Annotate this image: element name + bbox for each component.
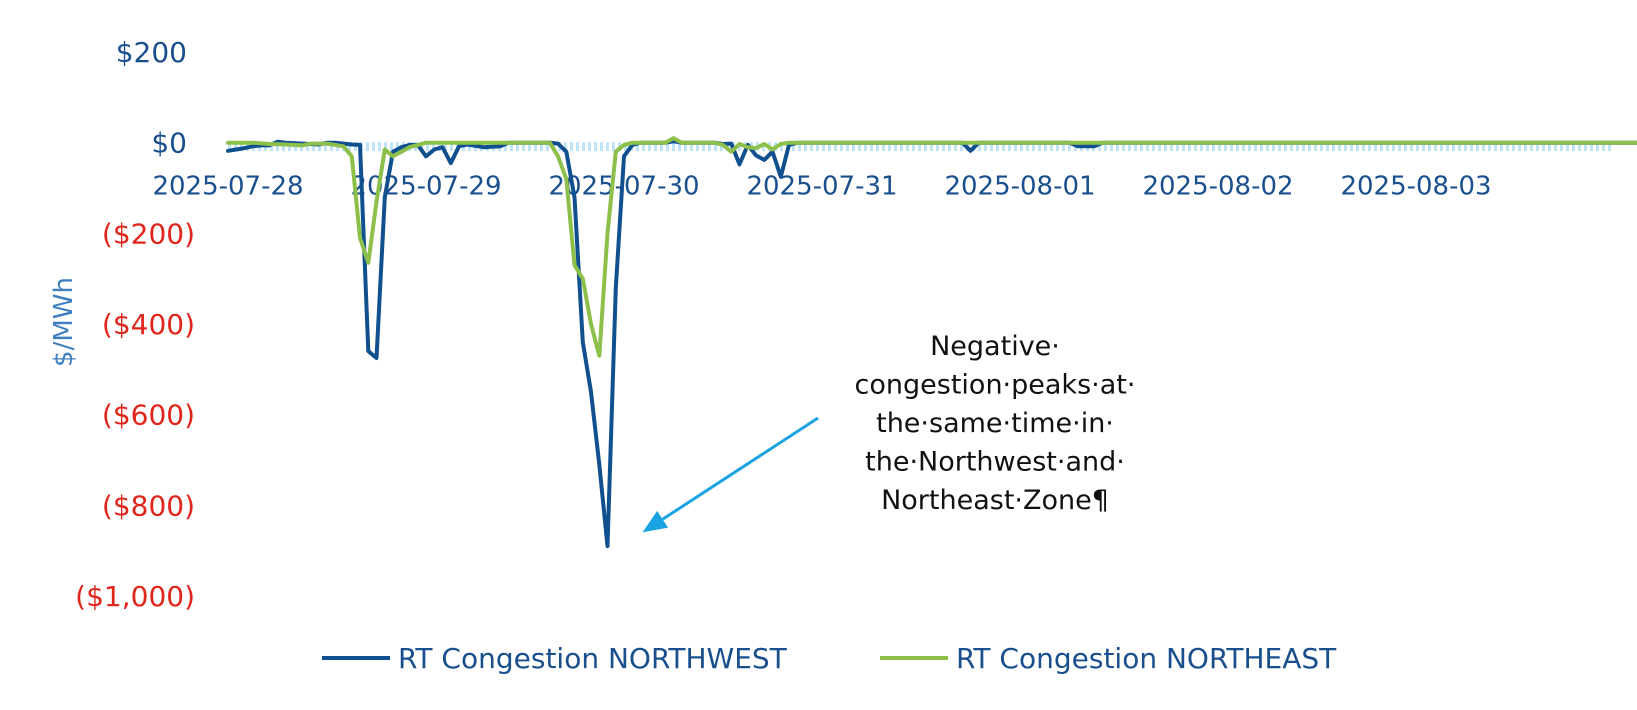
annotation: Negative· congestion·peaks·at· the·same·ti… bbox=[642, 331, 1136, 533]
series-layer bbox=[226, 136, 1637, 549]
annotation-text-line: the·same·time·in· bbox=[876, 408, 1114, 439]
annotation-arrow-line bbox=[661, 416, 819, 521]
annotation-arrow-head bbox=[642, 510, 669, 533]
y-axis-label: $/MWh bbox=[49, 277, 79, 367]
y-tick-label: ($400) bbox=[102, 308, 195, 341]
y-tick-label: $200 bbox=[116, 36, 187, 69]
x-tick-label: 2025-08-01 bbox=[944, 172, 1095, 202]
x-tick-label: 2025-08-02 bbox=[1142, 172, 1293, 202]
y-tick-label: ($1,000) bbox=[75, 580, 195, 613]
y-axis-ticks: $200 $0 ($200) ($400) ($600) ($800) ($1,000) bbox=[75, 36, 195, 613]
annotation-text-line: Negative· bbox=[930, 331, 1060, 362]
y-tick-label: ($200) bbox=[102, 217, 195, 250]
annotation-text-line: congestion·peaks·at· bbox=[855, 370, 1136, 401]
x-tick-label: 2025-07-31 bbox=[746, 172, 897, 202]
y-tick-label: ($800) bbox=[102, 489, 195, 522]
annotation-text-line: the·Northwest·and· bbox=[865, 447, 1125, 478]
annotation-text-line: Northeast·Zone¶ bbox=[881, 485, 1109, 516]
legend: RT Congestion NORTHWEST RT Congestion NOR… bbox=[322, 642, 1337, 675]
x-axis-ticks: 2025-07-28 2025-07-29 2025-07-30 2025-07-31… bbox=[152, 172, 1491, 202]
series-line-2 bbox=[226, 136, 1637, 358]
y-tick-label: $0 bbox=[151, 127, 187, 160]
y-tick-label: ($600) bbox=[102, 399, 195, 432]
x-tick-label: 2025-08-03 bbox=[1340, 172, 1491, 202]
legend-label: RT Congestion NORTHWEST bbox=[398, 642, 788, 675]
x-tick-label: 2025-07-28 bbox=[152, 172, 303, 202]
x-tick-label: 2025-07-29 bbox=[350, 172, 501, 202]
legend-label: RT Congestion NORTHEAST bbox=[956, 642, 1337, 675]
